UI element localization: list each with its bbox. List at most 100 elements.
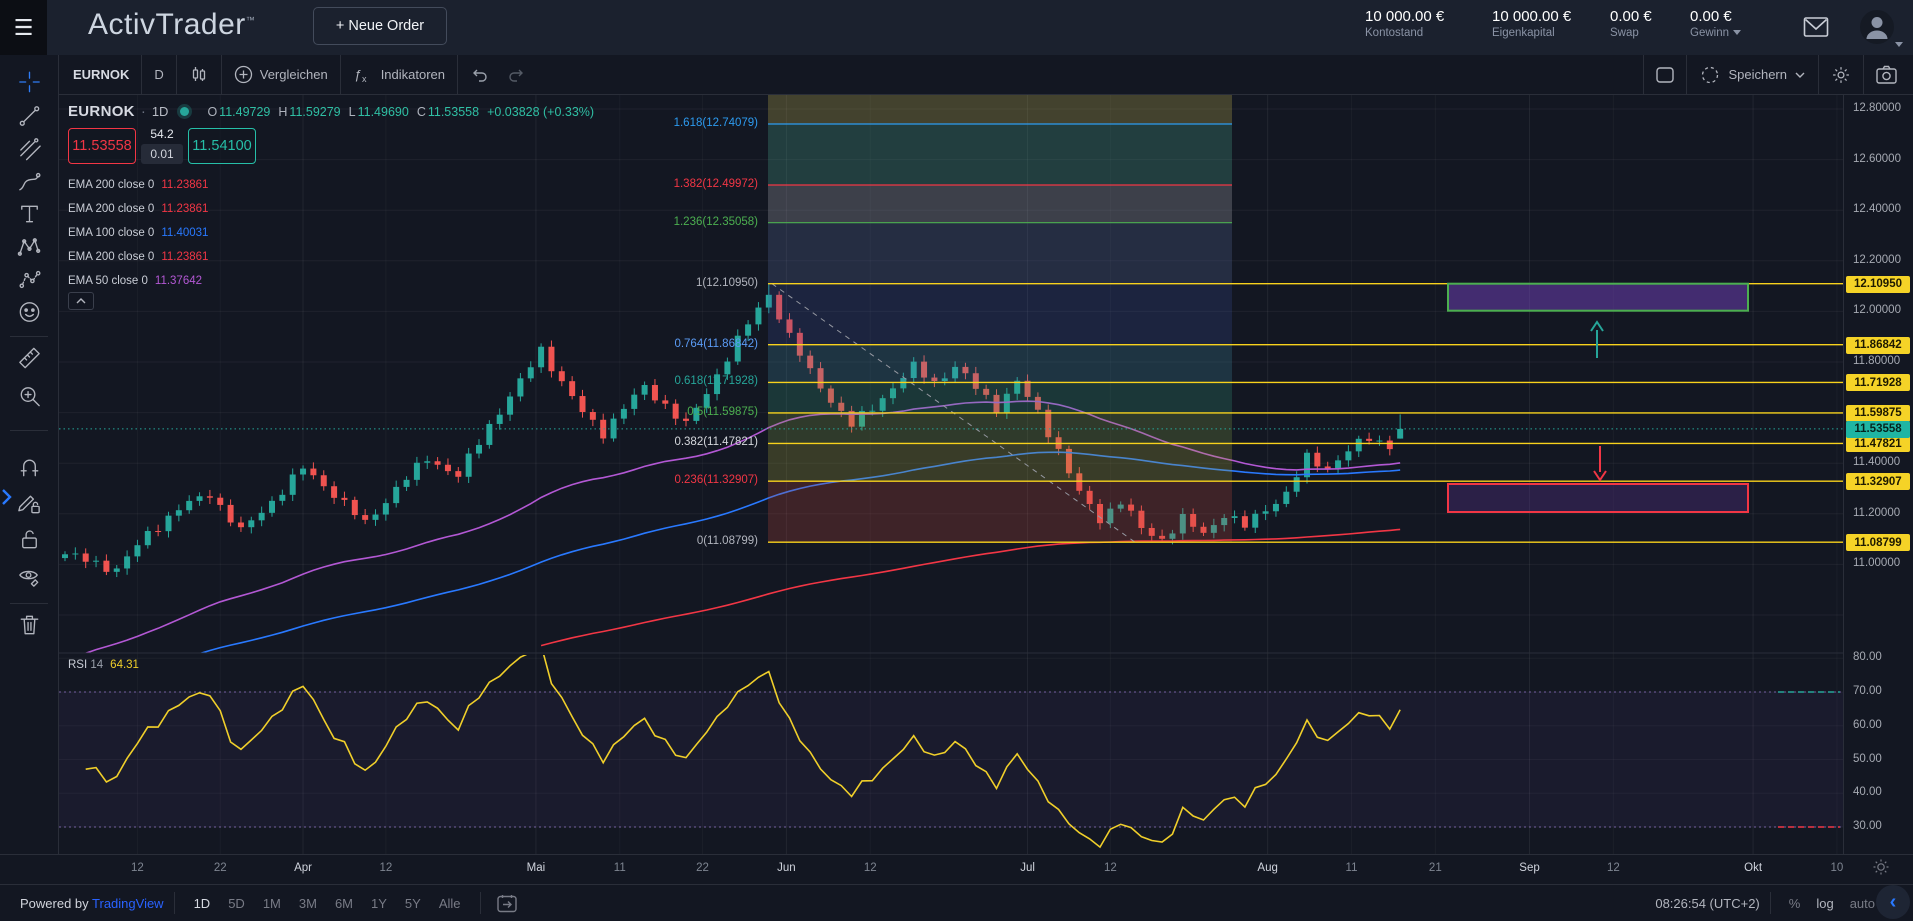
tool-drawing-mode-icon[interactable]	[14, 488, 44, 518]
panel-icon	[1656, 66, 1675, 83]
time-axis[interactable]: 12 22 Apr 12 Mai 11 22 Jun 12 Jul 12 Aug 11 21 Sep 12 Ok…	[0, 854, 1913, 884]
tool-crosshair-icon[interactable]	[14, 67, 44, 97]
price-axis-label: 12.20000	[1853, 253, 1901, 266]
indicator-row[interactable]: EMA 50 close 0 11.37642	[68, 275, 203, 287]
market-open-indicator	[180, 107, 190, 116]
range-5d-button[interactable]: 5D	[228, 895, 245, 911]
settings-button[interactable]	[1818, 55, 1863, 94]
indicator-row[interactable]: EMA 200 close 0 11.23861	[68, 203, 209, 215]
undo-button[interactable]	[457, 55, 502, 94]
candles	[62, 283, 1404, 578]
clock[interactable]: 08:26:54 (UTC+2)	[1655, 895, 1760, 911]
chart-style-button[interactable]	[175, 55, 221, 94]
indicator-row[interactable]: EMA 200 close 0 11.23861	[68, 179, 209, 191]
tool-pitchfork-icon[interactable]	[14, 134, 44, 164]
tool-xabcd-pattern-icon[interactable]	[14, 232, 44, 262]
time-axis-label: Okt	[1744, 862, 1763, 874]
goto-date-button[interactable]	[491, 885, 523, 921]
range-5y-button[interactable]: 5Y	[404, 895, 421, 911]
tool-ruler-icon[interactable]	[14, 343, 44, 373]
sell-button[interactable]: 11.53558	[68, 128, 136, 164]
buy-button[interactable]: 11.54100	[188, 128, 256, 164]
collapse-panel-fab[interactable]: ‹	[1876, 885, 1910, 919]
range-1y-button[interactable]: 1Y	[371, 895, 387, 911]
long-zone-box	[1447, 282, 1749, 312]
account-field-gewinn[interactable]: 0.00 € Gewinn	[1690, 8, 1741, 39]
time-axis-label: Jul	[1020, 862, 1035, 874]
tool-text-tool-icon[interactable]	[14, 199, 44, 229]
auto-scale-button[interactable]: auto	[1849, 895, 1875, 911]
layout-button[interactable]	[1643, 55, 1686, 94]
candles-icon	[192, 66, 205, 81]
time-axis-label: Jun	[777, 862, 796, 874]
time-axis-label: Apr	[294, 862, 312, 874]
price-level-badge: 11.71928	[1846, 374, 1910, 392]
time-axis-label: Aug	[1257, 862, 1278, 874]
legend-collapse-button[interactable]	[68, 292, 94, 310]
interval-button[interactable]: D	[141, 55, 175, 94]
save-layout-button[interactable]: Speichern	[1686, 55, 1818, 94]
range-1d-button[interactable]: 1D	[193, 895, 211, 911]
log-scale-button[interactable]: log	[1816, 895, 1834, 911]
avatar-caret-icon[interactable]	[1895, 42, 1903, 47]
range-alle-button[interactable]: Alle	[438, 895, 461, 911]
indicator-row[interactable]: EMA 100 close 0 11.40031	[68, 227, 209, 239]
tool-forecast-icon[interactable]	[14, 265, 44, 295]
price-axis-label: 11.20000	[1853, 506, 1901, 519]
indicator-row[interactable]: EMA 200 close 0 11.23861	[68, 251, 209, 263]
sidebar-separator	[10, 336, 48, 337]
mail-icon[interactable]	[1803, 15, 1829, 44]
rsi-axis-label: 80.00	[1853, 651, 1882, 664]
range-3m-button[interactable]: 3M	[298, 895, 317, 911]
percent-scale-button[interactable]: %	[1788, 895, 1801, 911]
chart-legend: EURNOK · 1D O 11.49729 H 11.59279 L 11.49690 C…	[68, 103, 594, 293]
powered-by: Powered by TradingView	[20, 895, 164, 911]
tool-hide-all-icon[interactable]	[14, 562, 44, 592]
tool-emoji-icon[interactable]	[14, 297, 44, 327]
new-order-button[interactable]: + Neue Order	[313, 7, 447, 45]
legend-symbol[interactable]: EURNOK	[68, 103, 135, 120]
tool-brush-icon[interactable]	[14, 167, 44, 197]
rsi-legend[interactable]: RSI 14 64.31	[68, 659, 139, 671]
time-axis-label: 22	[213, 862, 227, 874]
tool-zoom-in-icon[interactable]	[14, 381, 44, 411]
price-axis[interactable]: 12.80000 12.60000 12.40000 12.20000 12.00000…	[1843, 95, 1913, 854]
compare-button[interactable]: Vergleichen	[220, 55, 340, 94]
time-axis-label: 12	[379, 862, 393, 874]
hamburger-menu-icon[interactable]: ☰	[0, 0, 47, 55]
time-axis-label: 11	[613, 862, 626, 874]
tool-remove-all-icon[interactable]	[14, 610, 44, 640]
price-level-badge: 11.47821	[1846, 435, 1910, 453]
gewinn-caret-icon[interactable]	[1733, 30, 1741, 36]
current-price-badge: 11.53558	[1846, 420, 1910, 438]
price-level-badge: 11.59875	[1846, 404, 1910, 422]
legend-interval[interactable]: 1D	[151, 104, 169, 119]
ema-lines	[84, 400, 1401, 653]
tool-lock-all-icon[interactable]	[14, 525, 44, 555]
object-tree-handle[interactable]	[0, 488, 12, 511]
tool-trend-line-icon[interactable]	[14, 101, 44, 131]
symbol-button[interactable]: EURNOK	[73, 67, 130, 82]
redo-button[interactable]	[502, 55, 538, 94]
tool-magnet-icon[interactable]	[14, 451, 44, 481]
range-6m-button[interactable]: 6M	[334, 895, 354, 911]
price-axis-label: 12.00000	[1853, 304, 1901, 317]
price-level-badge: 11.08799	[1846, 534, 1910, 552]
range-1m-button[interactable]: 1M	[262, 895, 281, 911]
screenshot-button[interactable]	[1863, 55, 1913, 94]
fib-rays	[768, 282, 1843, 543]
account-field-swap: 0.00 € Swap	[1610, 8, 1652, 39]
chart-canvas[interactable]	[59, 95, 1843, 854]
sidebar-separator	[10, 603, 48, 604]
app-logo: ActivTrader™	[88, 8, 256, 41]
time-axis-label: 12	[131, 862, 144, 874]
fib-retracement	[768, 95, 1232, 543]
time-axis-label: 12	[1103, 862, 1117, 874]
avatar[interactable]	[1858, 8, 1903, 51]
svg-text:x: x	[362, 74, 367, 84]
theme-sun-icon[interactable]	[1872, 858, 1890, 881]
tradingview-link[interactable]: TradingView	[92, 895, 164, 911]
indicator-legend-rows: EMA 200 close 0 11.23861 EMA 200 close 0 11…	[68, 173, 594, 293]
